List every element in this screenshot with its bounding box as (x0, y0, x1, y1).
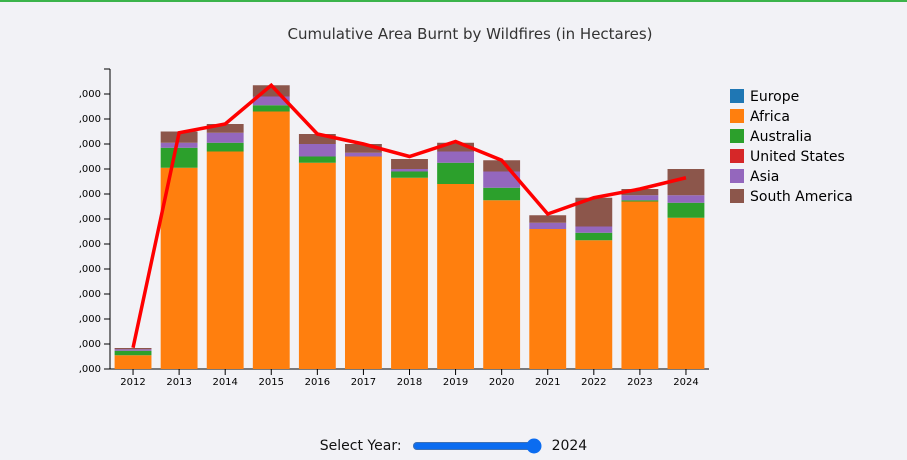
legend-swatch (730, 129, 744, 143)
year-slider[interactable] (411, 438, 542, 454)
bar-segment-australia (437, 162, 475, 184)
x-tick-label: 2013 (166, 377, 191, 388)
bar-segment-asia (252, 96, 290, 106)
x-tick-label: 2012 (120, 377, 145, 388)
y-tick-label: ,000 (79, 364, 101, 375)
y-tick-label: ,000 (79, 114, 101, 125)
top-accent-bar (0, 0, 907, 2)
x-tick-label: 2014 (212, 377, 237, 388)
year-selector: Select Year: 2024 (0, 432, 907, 460)
bar-segment-asia (667, 195, 705, 203)
bar-segment-australia (160, 147, 198, 168)
bar-segment-south-america (483, 160, 521, 172)
y-tick-label: ,000 (79, 89, 101, 100)
legend-label: Australia (750, 129, 812, 145)
y-tick-label: ,000 (79, 239, 101, 250)
bar-segment-asia (344, 152, 382, 157)
bar-segment-africa (252, 111, 290, 369)
bar-segment-africa (667, 217, 705, 369)
y-tick-label: ,000 (79, 189, 101, 200)
bar-segment-africa (529, 229, 567, 369)
bar-segment-south-america (391, 159, 428, 169)
legend: Europe Africa Australia United States Asia So… (730, 89, 853, 205)
bars-group (114, 85, 705, 369)
legend-swatch (730, 149, 744, 163)
bar-segment-australia (483, 187, 521, 201)
x-tick-label: 2022 (581, 377, 606, 388)
legend-swatch (730, 89, 744, 103)
bar-segment-africa (437, 184, 475, 369)
y-tick-label: ,000 (79, 164, 101, 175)
bar-segment-africa (160, 167, 198, 369)
y-axis: ,000 ,000 ,000 ,000 ,000 ,000 ,000 ,000 ,000 ,000… (79, 68, 111, 375)
x-axis: 2012 2013 2014 2015 2016 2017 2018 2019 2020 2021… (110, 368, 709, 388)
x-tick-label: 2015 (259, 377, 284, 388)
legend-label: Europe (750, 89, 799, 105)
trend-line-group (131, 82, 687, 349)
x-tick-label: 2016 (305, 377, 330, 388)
bar-segment-africa (206, 151, 244, 369)
bar-segment-asia (114, 349, 152, 351)
legend-label: Asia (750, 169, 779, 185)
bar-segment-africa (114, 355, 152, 369)
bar-segment-south-america (252, 85, 290, 97)
bar-segment-asia (529, 222, 567, 229)
bar-segment-south-america (529, 215, 567, 223)
bar-segment-south-america (206, 124, 244, 133)
bar-segment-australia (575, 232, 613, 241)
chart-title: Cumulative Area Burnt by Wildfires (in H… (287, 25, 652, 43)
x-tick-label: 2021 (535, 377, 560, 388)
bar-segment-asia (206, 132, 244, 143)
year-value: 2024 (551, 438, 588, 454)
bar-segment-africa (575, 240, 613, 369)
legend-swatch (730, 189, 744, 203)
bar-segment-australia (298, 156, 336, 163)
total-trend-line (131, 82, 687, 349)
bar-segment-australia (667, 202, 705, 218)
bar-segment-australia (391, 171, 428, 178)
bar-segment-africa (483, 200, 521, 369)
stacked-bar-chart: Cumulative Area Burnt by Wildfires (in H… (79, 25, 853, 388)
y-tick-label: ,000 (79, 289, 101, 300)
x-tick-label: 2024 (673, 377, 698, 388)
bar-segment-africa (298, 162, 336, 369)
y-tick-label: ,000 (79, 214, 101, 225)
bar-segment-asia (298, 144, 336, 157)
bar-segment-south-america (344, 144, 382, 153)
bar-segment-australia (114, 350, 152, 356)
bar-segment-south-america (114, 348, 152, 350)
bar-segment-africa (621, 201, 659, 369)
bar-segment-australia (206, 142, 244, 152)
bar-segment-asia (391, 169, 428, 172)
bar-segment-asia (483, 171, 521, 188)
bar-segment-asia (437, 151, 475, 163)
x-tick-label: 2019 (443, 377, 468, 388)
bar-segment-asia (160, 142, 198, 148)
bar-segment-south-america (298, 134, 336, 144)
legend-label: United States (750, 149, 845, 165)
bar-segment-australia (621, 200, 659, 202)
bar-segment-south-america (621, 189, 659, 196)
legend-label: South America (750, 189, 853, 205)
x-tick-label: 2020 (489, 377, 514, 388)
bar-segment-africa (344, 156, 382, 369)
legend-swatch (730, 109, 744, 123)
y-tick-label: ,000 (79, 339, 101, 350)
bar-segment-asia (575, 226, 613, 233)
y-tick-label: ,000 (79, 264, 101, 275)
year-label: Select Year: (319, 438, 402, 454)
x-tick-label: 2018 (397, 377, 422, 388)
bar-segment-asia (621, 195, 659, 201)
bar-segment-south-america (437, 142, 475, 152)
bar-segment-africa (391, 177, 428, 369)
bar-segment-australia (252, 105, 290, 112)
y-tick-label: ,000 (79, 139, 101, 150)
legend-label: Africa (750, 109, 790, 125)
y-tick-label: ,000 (79, 314, 101, 325)
legend-swatch (730, 169, 744, 183)
x-tick-label: 2023 (627, 377, 652, 388)
x-tick-label: 2017 (351, 377, 376, 388)
